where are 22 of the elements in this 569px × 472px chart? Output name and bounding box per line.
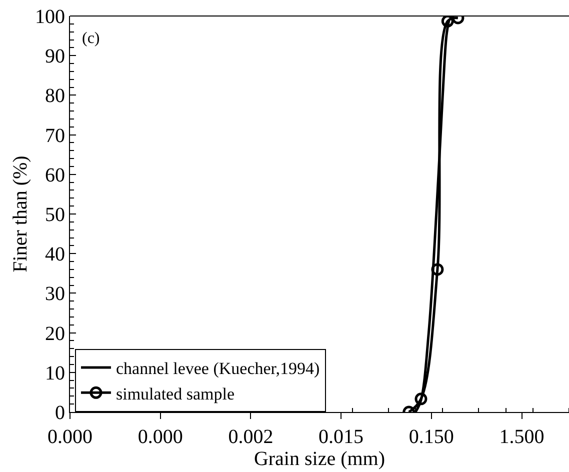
y-tick-label: 30: [45, 283, 65, 306]
x-tick-label: 0.000: [48, 426, 92, 448]
y-tick-label: 90: [45, 46, 65, 68]
legend-label: simulated sample: [116, 384, 235, 404]
x-tick-label: 1.500: [499, 426, 544, 448]
x-tick-label: 0.000: [138, 426, 183, 448]
legend-label: channel levee (Kuecher,1994): [116, 359, 320, 378]
annotation: (c): [82, 30, 100, 47]
y-tick-label: 10: [45, 362, 65, 384]
x-axis-title: Grain size (mm): [254, 448, 386, 470]
y-tick-label: 20: [45, 322, 65, 345]
y-tick-label: 40: [45, 244, 65, 266]
y-tick-label: 50: [45, 204, 65, 226]
y-axis-title: Finer than (%): [10, 156, 32, 272]
y-tick-label: 60: [45, 164, 65, 186]
x-tick-label: 0.002: [228, 426, 274, 448]
x-tick-label: 0.150: [408, 426, 454, 448]
x-tick-label: 0.015: [318, 426, 364, 448]
y-tick-label: 70: [45, 124, 65, 147]
y-tick-label: 100: [35, 6, 65, 28]
y-tick-label: 0: [55, 402, 65, 424]
y-tick-label: 80: [45, 85, 65, 108]
